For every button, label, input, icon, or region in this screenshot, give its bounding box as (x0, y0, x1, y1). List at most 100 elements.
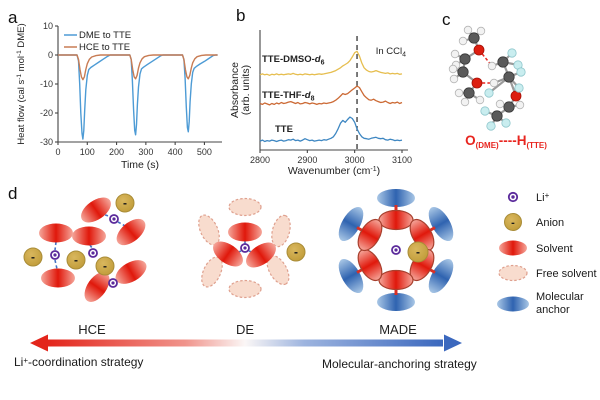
series-line-1 (58, 54, 218, 81)
panel-label-d: d (8, 184, 18, 203)
solvent-ellipse (378, 269, 414, 291)
x-tick-label: 100 (80, 147, 95, 157)
h-atom (448, 64, 458, 74)
free-solvent-ellipse (228, 197, 262, 217)
cluster-label-de: DE (236, 322, 254, 337)
free-solvent-ellipse (266, 254, 290, 286)
x-tick-label: 400 (168, 147, 183, 157)
coordination-dash (54, 259, 58, 270)
h-atom (476, 26, 486, 36)
h-atom (489, 78, 499, 88)
x-tick-label: 0 (55, 147, 60, 157)
lithium-ion-core (112, 217, 116, 221)
y-axis-label-line2: (arb. units) (240, 65, 252, 115)
molecular-anchor-ellipse (338, 258, 364, 294)
molecular-anchor-ellipse (428, 258, 454, 294)
legend-label-anchor-line1: Molecular (536, 291, 584, 303)
anion-circle (115, 193, 135, 213)
y-axis-label: Heat flow (cal s-1 mol-1 DME) (16, 23, 27, 144)
x-tick-label: 2900 (297, 155, 317, 165)
y-axis-label-line1: Absorbance (229, 62, 241, 118)
x-axis-label: Wavenumber (cm-1) (288, 165, 380, 177)
spectrum-line-0 (259, 116, 403, 143)
panel-label-c: c (442, 10, 451, 29)
annotation-in-ccl4: In CCl4 (376, 46, 406, 59)
c-atom (497, 56, 509, 68)
y-tick-label: -20 (40, 108, 53, 118)
arrow-head-left (30, 334, 48, 352)
solvent-ellipse (81, 197, 111, 223)
series-line-0 (58, 54, 218, 140)
f-atom (516, 67, 526, 77)
h-atom (449, 74, 459, 84)
anion-charge: - (294, 245, 298, 259)
solvent-ellipse (41, 268, 75, 288)
h-atom (487, 61, 497, 71)
c-atom (503, 101, 515, 113)
o-atom (471, 77, 483, 89)
anion-charge: - (416, 245, 420, 259)
curve-label-tte-dmso: TTE-DMSO-d6 (262, 54, 325, 67)
h-atom (454, 88, 464, 98)
anion-circle (95, 256, 115, 276)
f-atom (480, 106, 490, 116)
x-tick-label: 2800 (250, 155, 270, 165)
c-atom (457, 66, 469, 78)
molecular-anchor-ellipse (428, 206, 454, 242)
strategy-arrow (30, 334, 462, 352)
coordination-dash (117, 221, 128, 228)
h-atom (463, 25, 473, 35)
h-atom (515, 100, 525, 110)
free-solvent-ellipse (271, 214, 291, 248)
spectrum-line-1 (259, 85, 403, 106)
x-tick-label: 3100 (392, 155, 412, 165)
h-atom (458, 36, 468, 46)
hce-cluster: - - - - (23, 193, 147, 302)
f-atom (514, 83, 524, 93)
anion-circle (23, 247, 43, 267)
anion-circle (407, 241, 429, 263)
anion-icon: - (504, 213, 522, 231)
anion-circle (66, 250, 86, 270)
legend-label-dme: DME to TTE (79, 30, 131, 41)
solvent-ellipse (213, 241, 243, 267)
c-atom (491, 110, 503, 122)
legend-label-lithium: Li+ (536, 191, 550, 204)
arrow-body (47, 339, 443, 347)
chart-legend: DME to TTE HCE to TTE (64, 30, 131, 53)
lithium-ion-icon (507, 191, 519, 203)
anion-charge: - (31, 250, 35, 264)
y-tick-label: -30 (40, 137, 53, 147)
legend-label-hce: HCE to TTE (79, 42, 130, 53)
free-solvent-icon (498, 264, 528, 282)
c-atom (459, 53, 471, 65)
molecular-anchor-icon (497, 296, 529, 312)
svg-text:-: - (511, 217, 515, 229)
solvent-ellipse (84, 272, 110, 302)
data-series (259, 50, 403, 143)
made-cluster: - (338, 189, 454, 311)
arrow-head-right (444, 334, 462, 352)
f-atom (484, 88, 494, 98)
solvent-ellipse (72, 226, 106, 246)
legend: Li+ - Anion Solvent Free solvent Molecul… (497, 191, 597, 316)
molecular-anchor-ellipse (377, 293, 415, 311)
molecular-anchor-ellipse (377, 189, 415, 207)
panel-b-ir-spectra-chart: 2800 2900 3000 3100 TTE-DMSO-d6 TTE-THF-d8 … (229, 30, 412, 177)
h-atom (475, 95, 485, 105)
cluster-label-made: MADE (379, 322, 417, 337)
solvent-ellipse (115, 260, 147, 284)
lithium-ion-core (394, 248, 398, 252)
h-atom (460, 97, 470, 107)
c-atom (468, 32, 480, 44)
y-tick-label: 10 (43, 21, 53, 31)
coordination-dash (89, 244, 93, 249)
x-tick-label: 200 (109, 147, 124, 157)
curve-label-tte-thf: TTE-THF-d8 (262, 90, 315, 103)
f-atom (486, 121, 496, 131)
f-atom (507, 48, 517, 58)
data-series (58, 54, 218, 140)
anion-charge: - (123, 196, 127, 210)
x-tick-label: 500 (197, 147, 212, 157)
